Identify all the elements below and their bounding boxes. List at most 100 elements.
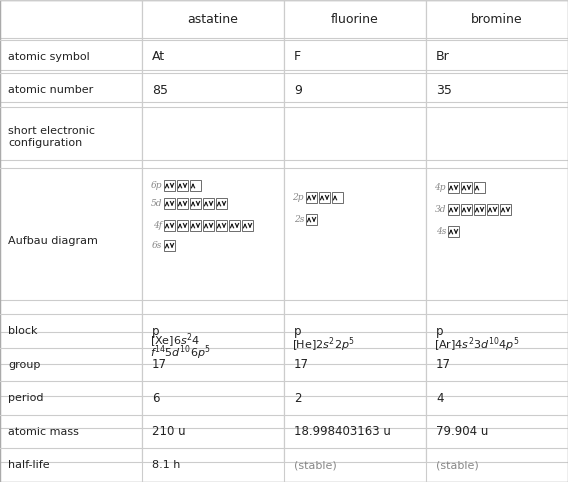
Bar bbox=[332, 192, 343, 203]
Bar bbox=[0, 38, 142, 71]
Text: astatine: astatine bbox=[187, 13, 239, 27]
Bar bbox=[500, 204, 511, 215]
Bar bbox=[142, 364, 284, 398]
Text: 18.998403163 u: 18.998403163 u bbox=[294, 425, 391, 438]
Bar bbox=[284, 332, 426, 365]
Bar bbox=[142, 332, 284, 365]
Bar bbox=[426, 0, 568, 40]
Bar bbox=[284, 38, 426, 71]
Text: 6: 6 bbox=[152, 392, 160, 405]
Bar bbox=[0, 160, 142, 307]
Text: Aufbau diagram: Aufbau diagram bbox=[8, 236, 98, 246]
Text: [Ar]4$s^2$3$d^{10}$4$p^5$: [Ar]4$s^2$3$d^{10}$4$p^5$ bbox=[434, 335, 520, 354]
Bar bbox=[426, 38, 568, 71]
Bar bbox=[190, 220, 201, 231]
Text: 4p: 4p bbox=[435, 183, 446, 192]
Bar bbox=[203, 198, 214, 209]
Text: 210 u: 210 u bbox=[152, 425, 186, 438]
Bar bbox=[216, 198, 227, 209]
Bar bbox=[426, 102, 568, 163]
Bar bbox=[142, 396, 284, 429]
Bar bbox=[164, 220, 175, 231]
Text: 9: 9 bbox=[294, 83, 302, 96]
Text: Br: Br bbox=[436, 50, 450, 63]
Bar bbox=[203, 220, 214, 231]
Bar bbox=[142, 38, 284, 71]
Text: 4s: 4s bbox=[436, 227, 446, 236]
Bar bbox=[0, 0, 142, 40]
Bar bbox=[461, 204, 472, 215]
Bar bbox=[0, 364, 142, 398]
Text: 17: 17 bbox=[152, 358, 167, 371]
Text: 4: 4 bbox=[436, 392, 444, 405]
Bar bbox=[306, 192, 317, 203]
Bar bbox=[164, 180, 175, 191]
Bar bbox=[284, 70, 426, 104]
Bar bbox=[426, 300, 568, 334]
Bar bbox=[229, 220, 240, 231]
Bar bbox=[190, 180, 201, 191]
Bar bbox=[142, 300, 284, 334]
Bar bbox=[142, 160, 284, 307]
Text: F: F bbox=[294, 50, 301, 63]
Bar bbox=[426, 160, 568, 307]
Bar bbox=[426, 70, 568, 104]
Text: 17: 17 bbox=[294, 358, 309, 371]
Bar bbox=[284, 102, 426, 163]
Bar bbox=[0, 102, 142, 163]
Bar bbox=[448, 204, 459, 215]
Text: 6s: 6s bbox=[152, 241, 162, 250]
Bar bbox=[190, 198, 201, 209]
Bar bbox=[474, 182, 485, 193]
Text: 2s: 2s bbox=[294, 215, 304, 224]
Text: bromine: bromine bbox=[471, 13, 523, 27]
Text: 3d: 3d bbox=[435, 205, 446, 214]
Bar bbox=[284, 300, 426, 334]
Text: 79.904 u: 79.904 u bbox=[436, 425, 488, 438]
Text: 6p: 6p bbox=[151, 181, 162, 190]
Bar bbox=[164, 198, 175, 209]
Bar bbox=[284, 160, 426, 307]
Bar bbox=[142, 428, 284, 462]
Bar bbox=[448, 226, 459, 237]
Bar bbox=[426, 428, 568, 462]
Text: period: period bbox=[8, 393, 44, 403]
Text: half-life: half-life bbox=[8, 460, 49, 470]
Text: p: p bbox=[294, 324, 302, 337]
Bar bbox=[177, 180, 188, 191]
Text: [Xe]6$s^2$4: [Xe]6$s^2$4 bbox=[150, 332, 201, 350]
Bar bbox=[0, 396, 142, 429]
Text: block: block bbox=[8, 326, 37, 336]
Text: (stable): (stable) bbox=[294, 460, 337, 470]
Bar bbox=[284, 428, 426, 462]
Text: 2p: 2p bbox=[293, 193, 304, 202]
Text: 5d: 5d bbox=[151, 199, 162, 208]
Bar bbox=[142, 102, 284, 163]
Text: 35: 35 bbox=[436, 83, 452, 96]
Text: p: p bbox=[152, 324, 160, 337]
Bar bbox=[0, 300, 142, 334]
Text: (stable): (stable) bbox=[436, 460, 479, 470]
Bar bbox=[284, 396, 426, 429]
Bar bbox=[142, 0, 284, 40]
Text: p: p bbox=[436, 324, 444, 337]
Bar bbox=[284, 0, 426, 40]
Text: atomic number: atomic number bbox=[8, 85, 93, 95]
Text: 2: 2 bbox=[294, 392, 302, 405]
Text: 4f: 4f bbox=[153, 221, 162, 230]
Bar bbox=[177, 220, 188, 231]
Text: At: At bbox=[152, 50, 165, 63]
Text: [He]2$s^2$2$p^5$: [He]2$s^2$2$p^5$ bbox=[292, 335, 355, 354]
Bar bbox=[487, 204, 498, 215]
Bar bbox=[474, 204, 485, 215]
Bar bbox=[242, 220, 253, 231]
Bar bbox=[0, 428, 142, 462]
Bar bbox=[142, 70, 284, 104]
Bar bbox=[164, 240, 175, 251]
Text: atomic mass: atomic mass bbox=[8, 427, 79, 437]
Bar bbox=[426, 364, 568, 398]
Bar bbox=[426, 396, 568, 429]
Bar bbox=[216, 220, 227, 231]
Text: fluorine: fluorine bbox=[331, 13, 379, 27]
Bar bbox=[284, 364, 426, 398]
